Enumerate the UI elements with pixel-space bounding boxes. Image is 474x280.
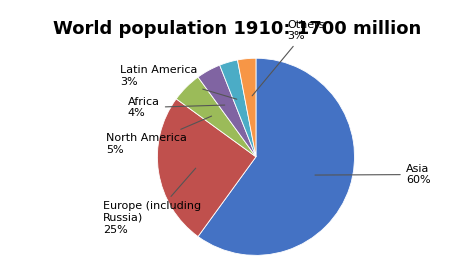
Wedge shape xyxy=(198,58,355,255)
Text: Latin America
3%: Latin America 3% xyxy=(120,65,237,99)
Text: Others
3%: Others 3% xyxy=(252,20,325,96)
Text: Asia
60%: Asia 60% xyxy=(315,164,430,185)
Wedge shape xyxy=(219,60,256,157)
Wedge shape xyxy=(198,65,256,157)
Text: Europe (including
Russia)
25%: Europe (including Russia) 25% xyxy=(103,168,201,235)
Text: Africa
4%: Africa 4% xyxy=(128,97,225,118)
Text: North America
5%: North America 5% xyxy=(106,116,211,155)
Wedge shape xyxy=(237,58,256,157)
Wedge shape xyxy=(157,99,256,237)
Wedge shape xyxy=(176,77,256,157)
Text: World population 1910: 1700 million: World population 1910: 1700 million xyxy=(53,20,421,38)
